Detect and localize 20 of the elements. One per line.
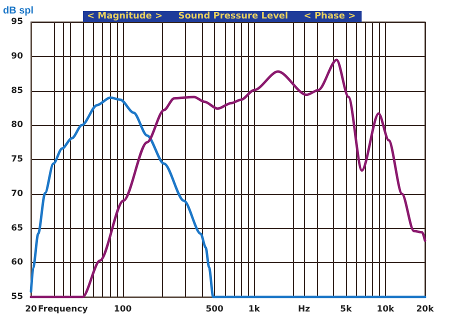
x-tick-label: 20k (416, 304, 434, 314)
y-tick-label: 95 (11, 17, 24, 27)
y-tick-label: 60 (11, 258, 24, 268)
x-tick-label: 5k (340, 304, 352, 314)
y-tick-label: 85 (11, 86, 24, 96)
y-tick-label: 90 (11, 51, 24, 62)
x-tick-label: 20 (25, 304, 37, 314)
x-tick-label: Frequency (38, 304, 88, 314)
x-tick-label: 100 (114, 304, 132, 314)
y-axis-title: dB spl (3, 6, 34, 16)
chart-title: < Magnitude > Sound Pressure Level < Phase > (87, 12, 356, 22)
y-tick-label: 55 (11, 292, 24, 302)
x-tick-label: 500 (206, 304, 224, 314)
y-tick-label: 75 (11, 154, 24, 164)
y-tick-label: 65 (11, 223, 24, 234)
y-tick-label: 80 (11, 120, 24, 130)
x-tick-label: 10k (376, 304, 395, 314)
x-tick-label: 1k (248, 304, 260, 314)
x-tick-label: Hz (298, 304, 310, 314)
y-tick-label: 70 (11, 188, 24, 199)
